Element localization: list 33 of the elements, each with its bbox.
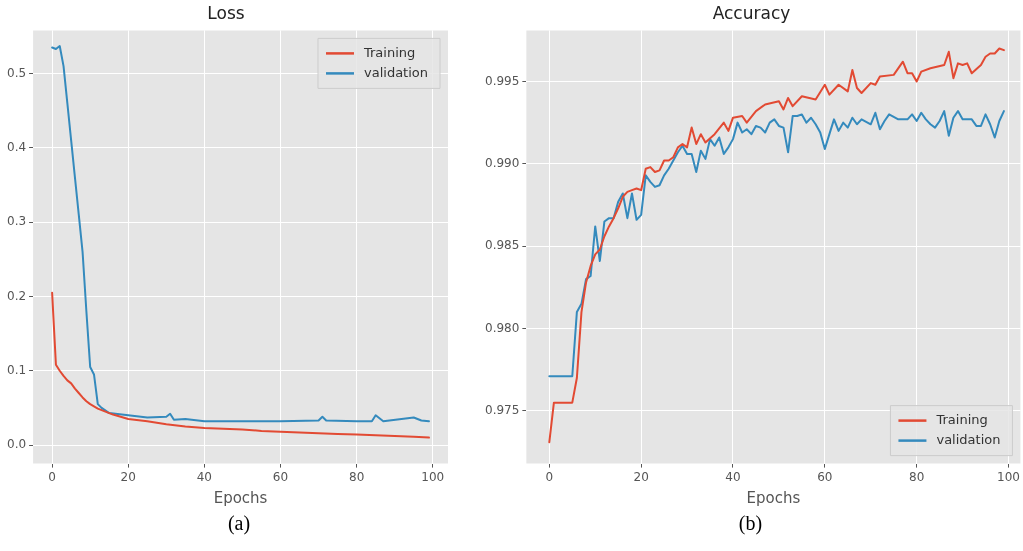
x-tick-label: 60 [817, 469, 833, 484]
x-tick-label: 0 [545, 469, 554, 484]
legend-label: validation [364, 64, 429, 80]
text: (b) [737, 512, 764, 535]
y-tick-label: 0.3 [6, 214, 27, 229]
x-tick-label: 100 [997, 469, 1020, 484]
y-tick-label: 0.4 [6, 139, 27, 154]
chart-title: Loss [207, 2, 245, 23]
x-tick-label: 40 [196, 469, 213, 484]
y-tick-label: 0.980 [484, 320, 520, 335]
y-tick-label: 0.990 [484, 155, 520, 170]
y-tick-label: 0.2 [6, 288, 27, 303]
legend-label: Training [935, 411, 988, 427]
x-tick-label: 60 [272, 469, 289, 484]
y-tick-label: 0.995 [484, 73, 520, 88]
x-tick-label: 100 [421, 469, 445, 484]
y-tick-label: 0.5 [6, 65, 27, 80]
y-tick-label: 0.0 [6, 437, 27, 452]
y-tick-label: 0.1 [6, 362, 27, 377]
y-tick-label: 0.985 [484, 238, 520, 253]
y-tick-label: 0.975 [484, 403, 520, 418]
x-tick-label: 20 [633, 469, 649, 484]
text: (a) [226, 512, 252, 535]
x-tick-label: 40 [725, 469, 741, 484]
legend-label: validation [936, 431, 1001, 447]
x-tick-label: 20 [120, 469, 136, 484]
x-axis-title: Epochs [746, 488, 801, 507]
chart-title: Accuracy [712, 2, 791, 23]
x-tick-label: 80 [349, 469, 365, 484]
x-tick-label: 80 [909, 469, 925, 484]
legend-label: Training [363, 44, 416, 60]
x-axis-title: Epochs [213, 488, 268, 507]
x-tick-label: 0 [48, 469, 56, 484]
